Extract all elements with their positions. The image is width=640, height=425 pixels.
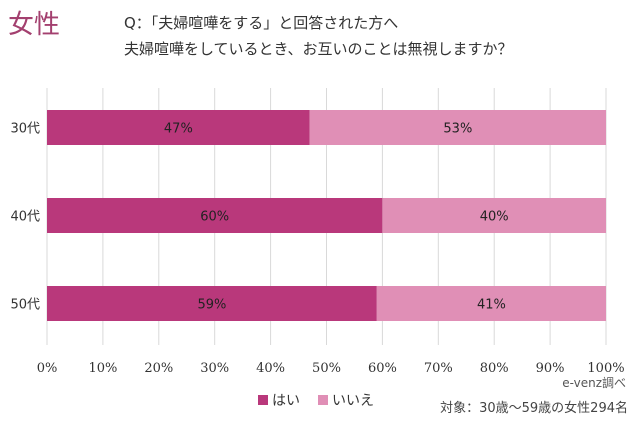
target-note: 対象：30歳〜59歳の女性294名 <box>440 401 628 416</box>
legend-label: はい <box>272 393 300 409</box>
x-tick-label: 50% <box>312 361 341 376</box>
data-label: 41% <box>477 298 506 313</box>
bar-yes <box>47 198 383 233</box>
x-tick-label: 70% <box>424 361 453 376</box>
x-tick-label: 90% <box>536 361 565 376</box>
data-label: 53% <box>443 122 472 137</box>
x-tick-label: 80% <box>480 361 509 376</box>
bar-no <box>382 198 606 233</box>
legend-swatch <box>258 395 268 405</box>
y-tick-label: 40代 <box>10 210 40 225</box>
x-tick-label: 60% <box>368 361 397 376</box>
question-line-2: 夫婦喧嘩をしているとき、お互いのことは無視しますか？ <box>124 40 513 58</box>
x-tick-label: 40% <box>256 361 285 376</box>
bar-yes <box>47 286 377 321</box>
legend-label: いいえ <box>332 393 374 409</box>
gender-label: 女性 <box>8 10 61 40</box>
x-tick-label: 100% <box>587 361 624 376</box>
x-tick-label: 30% <box>200 361 229 376</box>
bar-yes <box>47 110 310 145</box>
data-label: 47% <box>164 122 193 137</box>
data-label: 59% <box>197 298 226 313</box>
data-label: 40% <box>480 210 509 225</box>
x-tick-label: 10% <box>88 361 117 376</box>
y-tick-label: 50代 <box>10 298 40 313</box>
bar-no <box>376 286 606 321</box>
legend-item-no: いいえ <box>318 390 374 410</box>
legend-item-yes: はい <box>258 390 300 410</box>
x-tick-label: 20% <box>144 361 173 376</box>
question-line-1: Q：「夫婦喧嘩をする」と回答された方へ <box>124 14 399 32</box>
bar-no <box>309 110 606 145</box>
data-label: 60% <box>200 210 229 225</box>
legend-swatch <box>318 395 328 405</box>
source-note: e-venz調べ <box>562 376 626 390</box>
y-tick-label: 30代 <box>10 122 40 137</box>
x-tick-label: 0% <box>37 361 58 376</box>
